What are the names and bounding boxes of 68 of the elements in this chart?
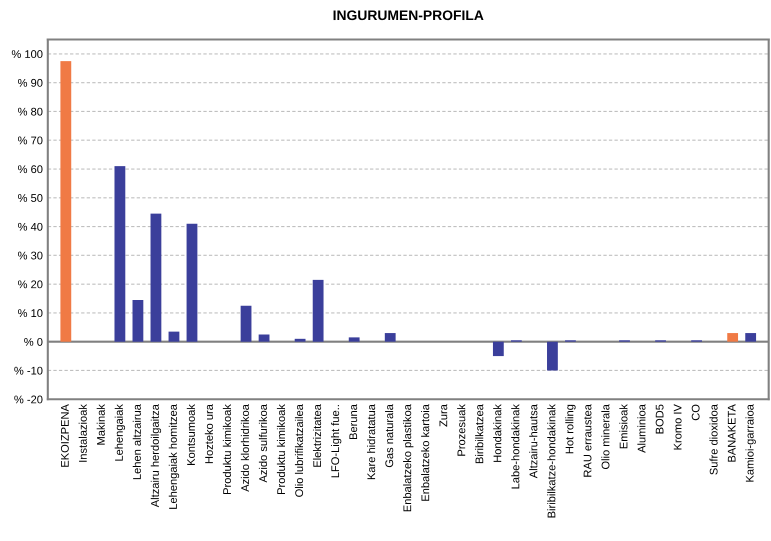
bar <box>186 224 198 342</box>
x-tick-label: Kontsumoak <box>186 404 195 465</box>
x-tick-label: CO <box>692 404 700 420</box>
bar <box>384 333 396 342</box>
x-tick-label: Gas naturala <box>385 404 394 468</box>
x-tick-label: Zura <box>440 404 448 427</box>
bar <box>312 280 324 342</box>
x-tick-label: RAU erraustea <box>584 404 592 477</box>
x-tick-label: BOD5 <box>656 404 664 434</box>
y-tick-label: % -10 <box>14 366 43 375</box>
y-tick-label: % 10 <box>18 309 43 318</box>
bar <box>240 306 252 342</box>
x-tick-label: Labe-hondakinak <box>511 404 520 488</box>
x-tick-label: Kromo IV <box>674 404 682 450</box>
x-tick-label: Lehen altzairua <box>132 404 141 480</box>
y-tick-label: % 30 <box>18 252 43 260</box>
x-tick-label: Hozteko ura <box>204 404 213 464</box>
x-tick-label: Enbalatzeko plastikoa <box>403 404 414 512</box>
x-tick-label: Hot rolling <box>565 404 576 454</box>
x-tick-label: Kamioi-garraioa <box>745 404 756 482</box>
bar <box>258 334 270 342</box>
x-tick-label: Lehengaiak <box>114 404 126 461</box>
bar <box>727 333 738 342</box>
y-tick-label: % 80 <box>18 108 43 116</box>
x-tick-label: Olio lubrifikatzailea <box>294 404 304 497</box>
x-tick-label: EKOIZPENA <box>60 404 69 467</box>
x-tick-label: Sufre dioxidoa <box>709 404 718 475</box>
y-tick-label: % 0 <box>24 338 43 346</box>
x-tick-label: BANAKETA <box>728 404 736 462</box>
x-tick-label: Biribilkatzea <box>475 404 484 464</box>
x-tick-label: Beruna <box>349 404 358 440</box>
bar <box>348 337 360 342</box>
x-tick-label: Lehengaiak homitzea <box>168 404 180 509</box>
x-tick-label: Olio minerala <box>601 404 610 470</box>
x-tick-label: Hondakinak <box>493 404 502 462</box>
chart-title: INGURUMEN-PROFILA <box>334 10 484 20</box>
x-tick-label: Biribilkatze-hondakinak <box>547 404 556 518</box>
y-tick-label: % 50 <box>18 194 43 202</box>
bar <box>132 300 144 342</box>
x-tick-label: Enbalatzeko kartoia <box>421 404 430 501</box>
y-tick-label: % 70 <box>18 136 43 144</box>
x-tick-label: Aluminioa <box>637 404 646 453</box>
x-tick-label: Emisioak <box>619 404 628 448</box>
x-tick-label: Azido sulfurikoa <box>258 404 268 483</box>
bar <box>150 214 162 342</box>
x-tick-label: Altzairu-hautsa <box>529 404 538 478</box>
bar <box>60 61 72 342</box>
x-tick-label: Makinak <box>96 404 105 445</box>
y-tick-label: % 20 <box>18 280 43 288</box>
x-tick-label: Altzairu herdoilgaitza <box>150 404 162 508</box>
y-tick-label: % 100 <box>12 50 43 58</box>
x-tick-label: Prozesuak <box>457 404 466 456</box>
bar <box>114 166 126 342</box>
y-tick-label: % -20 <box>14 396 43 404</box>
y-tick-label: % 90 <box>18 78 43 87</box>
bar <box>168 332 180 342</box>
x-tick-label: Kare hidratatua <box>367 404 376 480</box>
bar <box>492 342 504 356</box>
x-tick-label: Produktu kimikoak <box>276 404 286 494</box>
y-tick-label: % 60 <box>18 165 43 174</box>
x-tick-label: Produktu kimikoak <box>222 404 232 494</box>
x-tick-label: Elektrizitatea <box>312 404 322 467</box>
x-tick-label: Instalazioak <box>78 404 87 462</box>
x-tick-label: LFO-Light fue.. <box>330 405 342 478</box>
bar <box>547 342 558 370</box>
bar <box>745 333 756 342</box>
y-tick-label: % 40 <box>18 222 43 231</box>
x-tick-label: Azido klorhidrikoa <box>240 404 250 492</box>
